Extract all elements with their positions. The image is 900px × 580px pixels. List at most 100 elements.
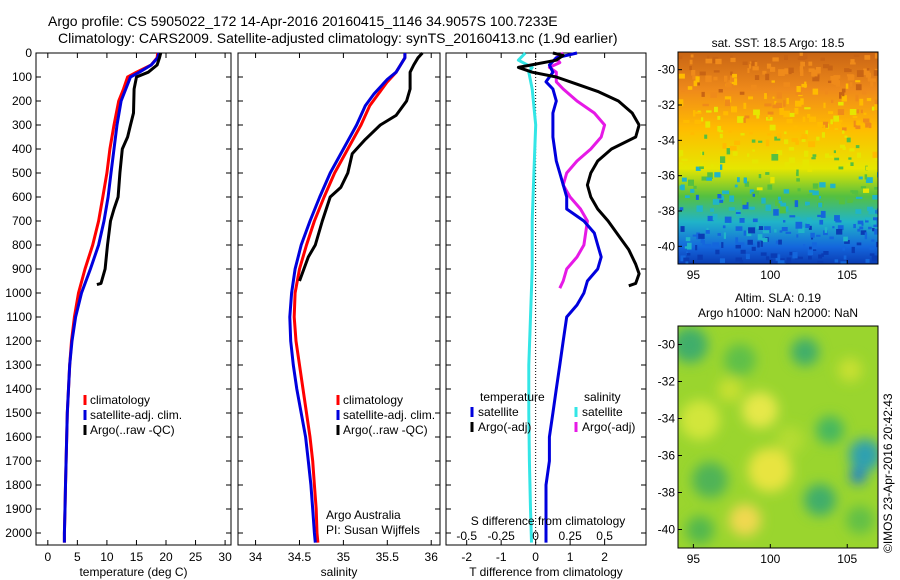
sst-speckle-cell bbox=[839, 144, 845, 149]
sst-speckle-cell bbox=[766, 63, 772, 69]
sst-speckle-cell bbox=[850, 190, 854, 193]
temp-ytick-label: 1100 bbox=[6, 310, 32, 324]
sst-speckle-cell bbox=[715, 58, 722, 65]
sst-speckle-cell bbox=[712, 213, 718, 221]
sst-speckle-cell bbox=[730, 71, 733, 75]
sst-speckle-cell bbox=[781, 111, 786, 114]
sst-speckle-cell bbox=[770, 176, 775, 184]
sst-speckle-cell bbox=[735, 237, 739, 245]
sst-speckle-cell bbox=[721, 242, 724, 248]
sst-speckle-cell bbox=[743, 102, 747, 109]
sst-speckle-cell bbox=[747, 239, 753, 245]
sst-speckle-cell bbox=[690, 188, 695, 193]
sst-speckle-cell bbox=[772, 104, 779, 109]
sst-speckle-cell bbox=[871, 254, 874, 261]
sst-speckle-cell bbox=[808, 61, 813, 66]
sst-map: sat. SST: 18.5 Argo: 18.5 95 100 105 -30 -32… bbox=[658, 36, 879, 282]
sst-speckle-cell bbox=[725, 82, 732, 88]
sst-speckle-cell bbox=[812, 190, 819, 196]
sst-speckle-cell bbox=[717, 126, 722, 132]
sst-speckle-cell bbox=[679, 207, 684, 211]
sst-speckle-cell bbox=[821, 132, 825, 138]
temp-ytick-label: 1400 bbox=[5, 382, 32, 396]
sst-speckle-cell bbox=[797, 188, 801, 192]
sst-speckle-cell bbox=[786, 257, 792, 264]
sst-speckle-cell bbox=[860, 230, 867, 235]
header-line1: Argo profile: CS 5905022_172 14-Apr-2016… bbox=[48, 13, 558, 29]
temp-ytick-label: 600 bbox=[12, 190, 32, 204]
sst-speckle-cell bbox=[798, 53, 806, 60]
sst-speckle-cell bbox=[774, 229, 777, 233]
temp-legend-label: Argo(..raw -QC) bbox=[90, 423, 175, 437]
sst-speckle-cell bbox=[853, 120, 856, 128]
sst-speckle-cell bbox=[874, 228, 878, 235]
sst-speckle-cell bbox=[809, 190, 815, 193]
sst-speckle-cell bbox=[876, 208, 878, 215]
sal-xlabel: salinity bbox=[321, 565, 358, 579]
sst-speckle-cell bbox=[849, 82, 853, 87]
sst-speckle-cell bbox=[678, 55, 683, 60]
sst-speckle-cell bbox=[722, 143, 727, 149]
sst-speckle-cell bbox=[801, 136, 806, 142]
sla-blob bbox=[718, 378, 742, 402]
sst-speckle-cell bbox=[761, 237, 768, 243]
sst-speckle-cell bbox=[835, 196, 841, 200]
sst-speckle-cell bbox=[739, 91, 745, 95]
sst-speckle-cell bbox=[785, 231, 792, 234]
sst-speckle-cell bbox=[792, 198, 800, 202]
sst-speckle-cell bbox=[855, 125, 861, 130]
sla-map-title-1: Altim. SLA: 0.19 bbox=[735, 291, 821, 305]
sst-speckle-cell bbox=[849, 148, 855, 152]
temp-ytick-label: 1200 bbox=[5, 334, 32, 348]
sst-speckle-cell bbox=[856, 120, 861, 126]
sst-speckle-cell bbox=[765, 172, 770, 175]
temp-legend-label: satellite-adj. clim. bbox=[90, 408, 182, 422]
sal-line-satelliteadjclim bbox=[288, 53, 407, 543]
sst-speckle-cell bbox=[722, 190, 729, 195]
diff-legend-label: satellite bbox=[478, 405, 519, 419]
sst-speckle-cell bbox=[846, 163, 851, 168]
sst-speckle-cell bbox=[730, 76, 735, 82]
sst-speckle-cell bbox=[843, 255, 847, 260]
sst-speckle-cell bbox=[844, 135, 848, 138]
diff-legend-title-salinity: salinity bbox=[584, 390, 621, 404]
sla-xtick-label: 95 bbox=[687, 552, 701, 566]
sst-speckle-cell bbox=[843, 236, 848, 242]
sal-xtick-label: 36 bbox=[425, 550, 439, 564]
sst-speckle-cell bbox=[859, 226, 864, 230]
sst-speckle-cell bbox=[831, 79, 834, 85]
sst-speckle-cell bbox=[715, 249, 720, 255]
sst-speckle-cell bbox=[765, 103, 772, 107]
sst-speckle-cell bbox=[872, 228, 875, 232]
sst-speckle-cell bbox=[850, 61, 854, 64]
sst-speckle-cell bbox=[830, 76, 836, 81]
sst-speckle-cell bbox=[748, 96, 753, 100]
sst-speckle-cell bbox=[689, 59, 693, 65]
sst-speckle-cell bbox=[796, 216, 800, 219]
sst-speckle-cell bbox=[765, 139, 770, 147]
sst-speckle-cell bbox=[834, 120, 839, 124]
sst-speckle-cell bbox=[705, 121, 711, 128]
sst-speckle-cell bbox=[796, 86, 801, 93]
sst-speckle-cell bbox=[859, 98, 864, 106]
sst-speckle-cell bbox=[783, 220, 786, 223]
diff-sdiff-tick-label: 0.25 bbox=[558, 529, 582, 543]
sst-speckle-cell bbox=[865, 177, 873, 183]
sst-speckle-cell bbox=[691, 70, 696, 76]
sst-speckle-cell bbox=[764, 226, 771, 233]
sst-speckle-cell bbox=[756, 223, 759, 229]
sst-xtick-label: 100 bbox=[760, 268, 780, 282]
sst-speckle-cell bbox=[862, 90, 867, 95]
diff-xtick-label: -1 bbox=[496, 550, 507, 564]
sst-speckle-cell bbox=[819, 219, 824, 225]
sst-speckle-cell bbox=[762, 70, 767, 75]
sst-speckle-cell bbox=[694, 119, 702, 125]
sst-speckle-cell bbox=[707, 55, 710, 61]
sla-blob bbox=[692, 462, 728, 498]
sst-speckle-cell bbox=[780, 217, 783, 221]
temp-ytick-label: 400 bbox=[12, 142, 32, 156]
sst-speckle-cell bbox=[728, 207, 735, 211]
sst-speckle-cell bbox=[771, 80, 775, 83]
sla-map-title-2: Argo h1000: NaN h2000: NaN bbox=[698, 306, 858, 320]
sla-blob bbox=[804, 484, 836, 516]
